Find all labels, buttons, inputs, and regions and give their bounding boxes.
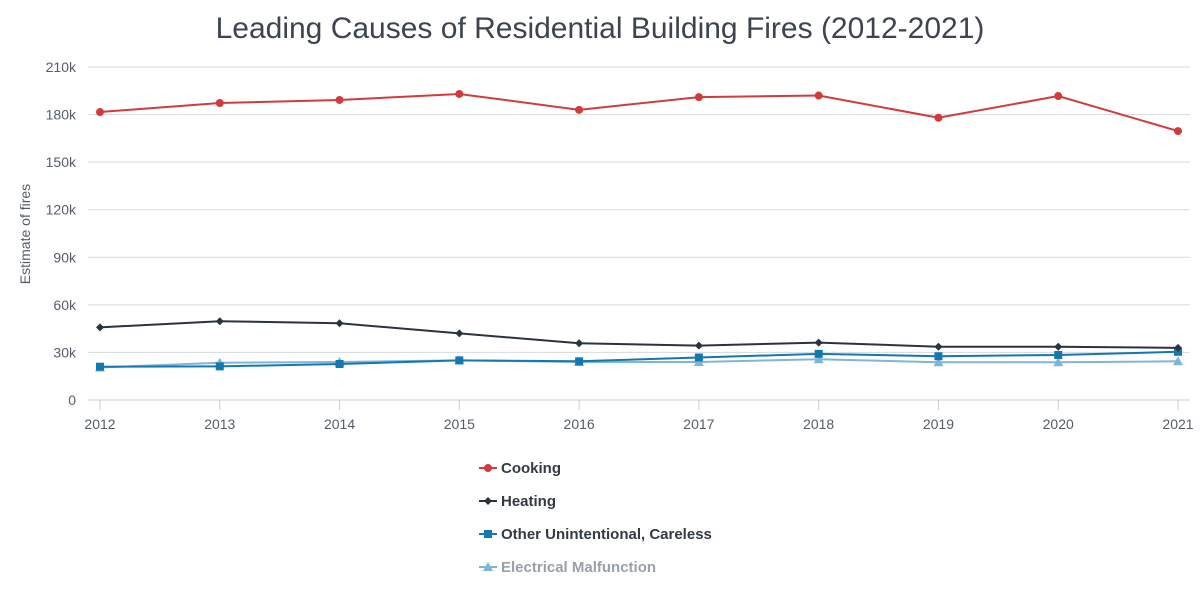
data-point[interactable] xyxy=(575,105,584,114)
y-axis-label: Estimate of fires xyxy=(17,184,33,284)
y-tick-label: 0 xyxy=(68,392,76,408)
data-point[interactable] xyxy=(694,93,703,102)
legend-label: Other Unintentional, Careless xyxy=(501,526,712,543)
y-tick-label: 180k xyxy=(46,107,77,123)
data-point[interactable] xyxy=(215,317,224,326)
series-3 xyxy=(95,354,1183,372)
data-point[interactable] xyxy=(1054,342,1063,351)
x-tick-label: 2016 xyxy=(564,416,595,432)
data-point[interactable] xyxy=(455,356,464,365)
y-tick-label: 90k xyxy=(53,249,77,265)
legend-marker[interactable] xyxy=(484,497,492,505)
series-2 xyxy=(96,347,1182,371)
x-tick-label: 2020 xyxy=(1043,416,1074,432)
data-point[interactable] xyxy=(455,89,464,98)
y-tick-label: 60k xyxy=(53,297,77,313)
legend-marker[interactable] xyxy=(483,562,493,571)
x-tick-label: 2021 xyxy=(1162,416,1193,432)
series-1 xyxy=(96,317,1182,352)
y-tick-label: 210k xyxy=(46,59,77,75)
y-tick-label: 120k xyxy=(46,202,77,218)
x-tick-label: 2012 xyxy=(84,416,115,432)
data-point[interactable] xyxy=(1054,92,1063,101)
series-line xyxy=(99,358,1179,369)
data-point[interactable] xyxy=(1174,343,1182,352)
data-point[interactable] xyxy=(575,339,584,348)
legend-label: Heating xyxy=(501,493,556,510)
data-point[interactable] xyxy=(335,360,344,369)
legend-item[interactable]: Other Unintentional, Careless xyxy=(479,526,712,543)
data-point[interactable] xyxy=(694,341,703,350)
data-point[interactable] xyxy=(1053,357,1064,367)
legend-item[interactable]: Electrical Malfunction xyxy=(479,559,656,576)
x-tick-label: 2014 xyxy=(324,416,355,432)
legend-item[interactable]: Cooking xyxy=(479,460,561,477)
data-point[interactable] xyxy=(1174,127,1182,136)
data-point[interactable] xyxy=(335,319,344,328)
chart-title: Leading Causes of Residential Building F… xyxy=(216,12,985,45)
legend-item[interactable]: Heating xyxy=(479,493,556,510)
series-line xyxy=(99,92,1179,133)
data-point[interactable] xyxy=(694,353,703,362)
y-tick-label: 150k xyxy=(46,154,77,170)
x-tick-label: 2018 xyxy=(803,416,834,432)
legend-label: Electrical Malfunction xyxy=(501,559,656,576)
data-point[interactable] xyxy=(215,98,224,107)
data-point[interactable] xyxy=(96,323,104,332)
x-tick-label: 2017 xyxy=(683,416,714,432)
x-tick-label: 2019 xyxy=(923,416,954,432)
series-0 xyxy=(96,89,1182,136)
data-point[interactable] xyxy=(814,338,823,347)
legend-label: Cooking xyxy=(501,460,561,477)
x-tick-label: 2013 xyxy=(204,416,235,432)
series-line xyxy=(99,350,1179,368)
data-point[interactable] xyxy=(215,362,224,371)
series-line xyxy=(99,320,1179,349)
data-point[interactable] xyxy=(934,113,943,122)
data-point[interactable] xyxy=(813,354,824,364)
legend-marker[interactable] xyxy=(484,530,492,538)
x-tick-label: 2015 xyxy=(444,416,475,432)
data-point[interactable] xyxy=(96,362,104,371)
data-point[interactable] xyxy=(934,342,943,351)
data-point[interactable] xyxy=(934,352,943,361)
y-tick-label: 30k xyxy=(53,344,77,360)
data-point[interactable] xyxy=(96,108,104,117)
data-point[interactable] xyxy=(1054,350,1063,359)
data-point[interactable] xyxy=(455,329,464,338)
data-point[interactable] xyxy=(814,349,823,358)
data-point[interactable] xyxy=(575,357,584,366)
data-point[interactable] xyxy=(1173,356,1183,366)
data-point[interactable] xyxy=(335,95,344,104)
data-point[interactable] xyxy=(933,357,944,367)
data-point[interactable] xyxy=(814,91,823,100)
legend-marker[interactable] xyxy=(484,464,492,472)
